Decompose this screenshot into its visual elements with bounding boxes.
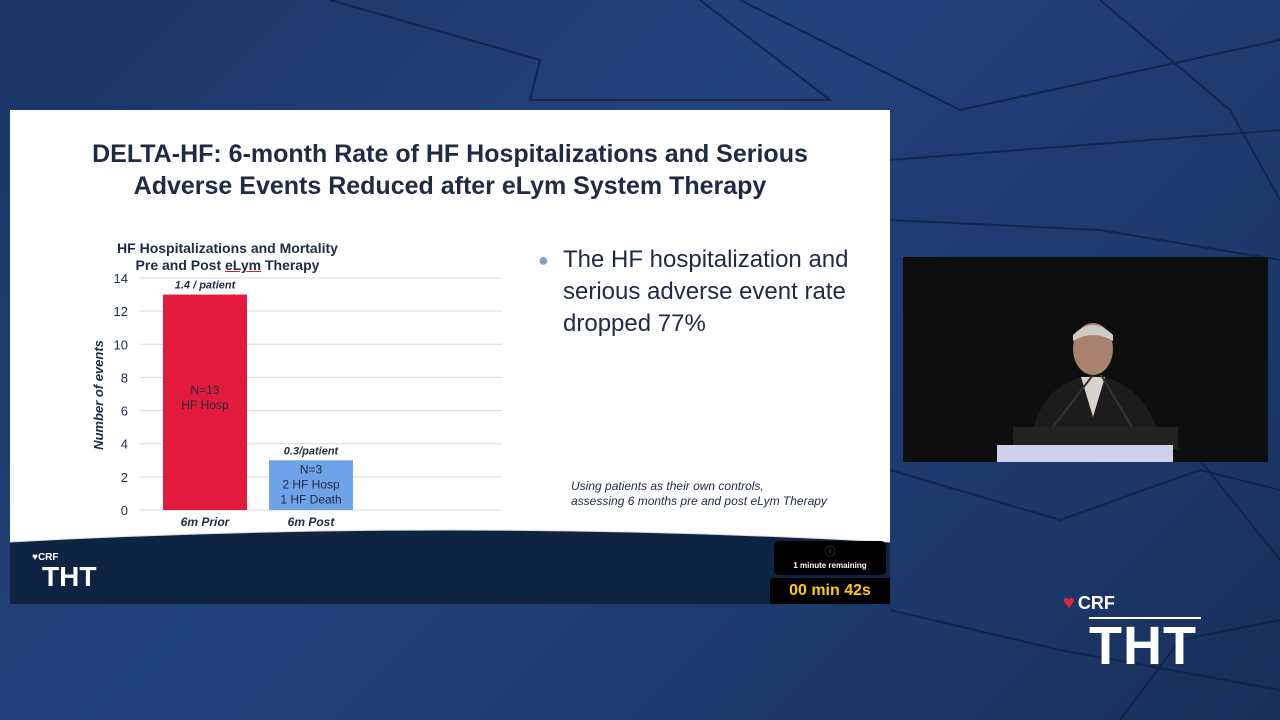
timer-notice: ⓘ 1 minute remaining — [774, 541, 886, 575]
bar-top-label: 0.3/patient — [284, 445, 340, 457]
timer-countdown: 00 min 42s — [770, 578, 890, 604]
heart-icon: ♥ — [1063, 592, 1075, 614]
chart-title-part-c: Therapy — [261, 257, 320, 273]
bar-chart: 0 2 4 6 8 10 12 14 Number of events 1.4 / patient… — [91, 271, 502, 529]
bar-inner-label: 1 HF Death — [280, 492, 341, 506]
y-tick-label: 0 — [121, 503, 128, 518]
bullet-point: ● The HF hospitalization and serious adv… — [538, 244, 868, 340]
slide-title-line1: DELTA-HF: 6-month Rate of HF Hospitaliza… — [92, 140, 808, 168]
info-icon: ⓘ — [824, 546, 836, 558]
slide-title: DELTA-HF: 6-month Rate of HF Hospitaliza… — [10, 138, 890, 202]
footer-curve — [10, 529, 890, 558]
footer-logo-tht: THT — [42, 561, 97, 592]
chart-title-line1: HF Hospitalizations and Mortality — [117, 240, 338, 256]
speaker-video — [903, 257, 1268, 462]
brand-crf-text: CRF — [1077, 593, 1115, 613]
brand-crf: ♥ CRF — [1063, 592, 1203, 615]
slide-footer-band — [10, 529, 890, 604]
footer-logo-crf: ♥CRF — [32, 552, 96, 563]
bar-inner-label: N=13 — [190, 383, 219, 397]
chart-title-part-a: Pre and Post — [135, 257, 226, 273]
bar-inner-label: 2 HF Hosp — [282, 477, 340, 491]
bullet-dot-icon: ● — [538, 250, 549, 270]
chart-title-part-b: eLym — [225, 257, 262, 273]
footnote-line2: assessing 6 months pre and post eLym The… — [571, 494, 827, 508]
y-tick-label: 8 — [121, 370, 128, 385]
bar-top-label: 1.4 / patient — [175, 280, 237, 292]
y-tick-label: 2 — [121, 470, 128, 485]
chart-title: HF Hospitalizations and Mortality Pre an… — [70, 240, 385, 274]
x-category-label: 6m Post — [288, 515, 336, 529]
footer-logo: ♥CRF THT — [32, 552, 96, 591]
bar — [163, 294, 247, 510]
footer-crf-text: CRF — [37, 552, 59, 563]
bar-inner-label: N=3 — [300, 462, 323, 476]
brand-tht-text: THT — [1089, 616, 1197, 676]
presentation-slide: DELTA-HF: 6-month Rate of HF Hospitaliza… — [10, 110, 890, 604]
brand-logo: ♥ CRF THT — [1063, 592, 1203, 673]
footnote: Using patients as their own controls, as… — [571, 479, 871, 509]
brand-divider — [1089, 617, 1201, 619]
chart-title-line2: Pre and Post eLym Therapy — [70, 257, 385, 274]
y-tick-label: 14 — [114, 271, 128, 286]
y-axis-label: Number of events — [91, 340, 106, 450]
footnote-line1: Using patients as their own controls, — [571, 479, 764, 493]
x-category-label: 6m Prior — [181, 515, 231, 529]
heart-icon: ♥ — [32, 552, 38, 563]
y-tick-label: 10 — [114, 337, 128, 352]
y-tick-label: 4 — [121, 437, 128, 452]
y-tick-label: 12 — [114, 304, 128, 319]
bar-inner-label: HF Hosp — [181, 398, 229, 412]
y-tick-label: 6 — [121, 404, 128, 419]
speaker-image — [903, 257, 1268, 462]
bar — [269, 460, 353, 510]
timer-notice-text: 1 minute remaining — [793, 561, 867, 570]
bullet-text: The HF hospitalization and serious adver… — [563, 246, 849, 337]
slide-title-line2: Adverse Events Reduced after eLym System… — [133, 172, 767, 200]
